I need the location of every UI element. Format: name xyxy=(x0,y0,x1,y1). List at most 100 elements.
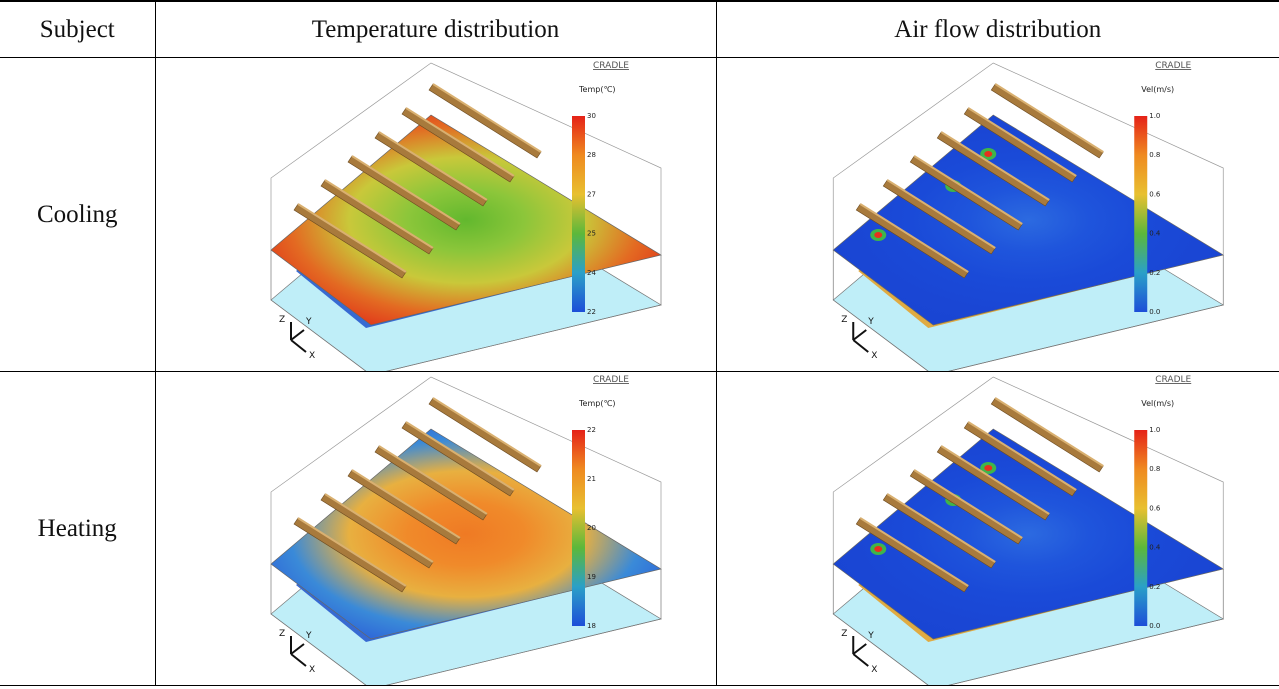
axis-label: X xyxy=(871,665,877,675)
axis-label: Y xyxy=(867,317,874,327)
legend-label: 0.6 xyxy=(1149,504,1161,512)
box-edge xyxy=(270,62,661,255)
legend-label: 19 xyxy=(587,573,596,581)
axis-label: Y xyxy=(867,631,874,641)
simulation-figure: CRADLE Temp(℃) 22 21 20 19 18 Z Y X xyxy=(269,375,662,685)
box-edge xyxy=(270,250,366,371)
color-bar xyxy=(571,116,585,312)
box-edge xyxy=(947,569,1224,685)
beam-shadow xyxy=(377,131,488,201)
beam-shadow xyxy=(323,179,434,249)
hot-spot xyxy=(983,151,992,157)
beam-shadow xyxy=(967,107,1077,177)
legend-label: 24 xyxy=(587,269,596,277)
legend-label: 0.4 xyxy=(1149,230,1161,238)
legend-label: 1.0 xyxy=(1149,112,1160,120)
legend-label: 0.8 xyxy=(1149,465,1160,473)
beam-shadow xyxy=(404,107,515,177)
legend-label: 27 xyxy=(587,190,596,198)
beam-shadow xyxy=(940,131,1050,201)
box-edge xyxy=(385,569,661,685)
beam-shadow xyxy=(350,155,461,225)
brand-label: CRADLE xyxy=(593,61,629,71)
axis-label: Y xyxy=(305,317,312,327)
header-row: Subject Temperature distribution Air flo… xyxy=(0,0,1279,58)
legend-label: 0.4 xyxy=(1149,544,1161,552)
beam-shadow xyxy=(994,397,1104,467)
legend-label: 18 xyxy=(587,622,596,630)
box-edge xyxy=(832,564,928,685)
box-edge xyxy=(947,255,1224,371)
legend-label: 21 xyxy=(587,475,596,483)
legend-label: 0.8 xyxy=(1149,151,1160,159)
subject-cell: Cooling xyxy=(0,57,155,372)
legend-label: 0.0 xyxy=(1149,308,1160,316)
simulation-figure: CRADLE Vel(m/s) 1.0 0.8 0.6 0.4 0.2 0.0 Z Y X xyxy=(832,61,1224,371)
header-cell: Air flow distribution xyxy=(715,0,1279,58)
legend-label: 20 xyxy=(587,524,596,532)
hot-spot xyxy=(983,465,992,471)
legend-label: 0.2 xyxy=(1149,583,1160,591)
figure-cell: CRADLE Temp(℃) 22 21 20 19 18 Z Y X xyxy=(154,371,716,686)
box-edge xyxy=(385,255,661,371)
legend-label: 30 xyxy=(587,112,596,120)
legend-title: Vel(m/s) xyxy=(1141,399,1174,408)
color-bar xyxy=(1133,430,1147,626)
header-cell: Subject xyxy=(0,0,155,58)
beam-shadow xyxy=(377,445,488,515)
axis-label: X xyxy=(309,351,315,361)
simulation-figure: CRADLE Temp(℃) 30 28 27 25 24 22 Z Y X xyxy=(269,61,662,371)
beam-shadow xyxy=(859,203,969,273)
beam-shadow xyxy=(913,155,1023,225)
beam-shadow xyxy=(967,421,1077,491)
figure-cell: CRADLE Vel(m/s) 1.0 0.8 0.6 0.4 0.2 0.0 Z Y X xyxy=(715,57,1279,372)
axis-label: Y xyxy=(305,631,312,641)
legend-label: 1.0 xyxy=(1149,426,1160,434)
table-row: Heating CRADLE Temp(℃) 22 21 20 19 18 Z Y X CRADL… xyxy=(0,371,1279,686)
color-bar xyxy=(571,430,585,626)
axis-label: X xyxy=(309,665,315,675)
beam-shadow xyxy=(940,445,1050,515)
legend-label: 25 xyxy=(587,230,596,238)
legend-label: 22 xyxy=(587,426,596,434)
legend-label: 0.6 xyxy=(1149,190,1161,198)
axis-label: Z xyxy=(841,629,847,639)
legend-label: 22 xyxy=(587,308,596,316)
box-edge xyxy=(832,62,1224,255)
color-bar xyxy=(1133,116,1147,312)
header-cell: Temperature distribution xyxy=(154,0,716,58)
beam-shadow xyxy=(323,493,434,563)
box-edge xyxy=(270,564,366,685)
figure-cell: CRADLE Temp(℃) 30 28 27 25 24 22 Z Y X xyxy=(154,57,716,372)
box-edge xyxy=(270,376,661,569)
beam-shadow xyxy=(296,517,407,587)
table-row: Cooling CRADLE Temp(℃) 30 28 27 25 24 22 Z Y X CRA… xyxy=(0,57,1279,372)
beam-shadow xyxy=(431,83,542,153)
axis-triad xyxy=(289,636,307,667)
beam-shadow xyxy=(886,493,996,563)
brand-label: CRADLE xyxy=(593,375,629,385)
axis-label: X xyxy=(871,351,877,361)
legend-label: 0.2 xyxy=(1149,269,1160,277)
box-edge xyxy=(832,250,928,371)
simulation-figure: CRADLE Vel(m/s) 1.0 0.8 0.6 0.4 0.2 0.0 Z Y X xyxy=(832,375,1224,685)
beam-shadow xyxy=(886,179,996,249)
axis-label: Z xyxy=(841,315,847,325)
brand-label: CRADLE xyxy=(1155,61,1191,71)
beam-shadow xyxy=(296,203,407,273)
axis-triad xyxy=(289,322,307,353)
brand-label: CRADLE xyxy=(1155,375,1191,385)
legend-label: 28 xyxy=(587,151,596,159)
figure-cell: CRADLE Vel(m/s) 1.0 0.8 0.6 0.4 0.2 0.0 Z Y X xyxy=(715,371,1279,686)
beam-shadow xyxy=(859,517,969,587)
legend-label: 0.0 xyxy=(1149,622,1160,630)
axis-triad xyxy=(851,636,869,667)
hot-spot xyxy=(873,232,882,238)
hot-spot xyxy=(873,546,882,552)
box-edge xyxy=(832,376,1224,569)
beam-shadow xyxy=(994,83,1104,153)
beam-shadow xyxy=(913,469,1023,539)
axis-triad xyxy=(851,322,869,353)
